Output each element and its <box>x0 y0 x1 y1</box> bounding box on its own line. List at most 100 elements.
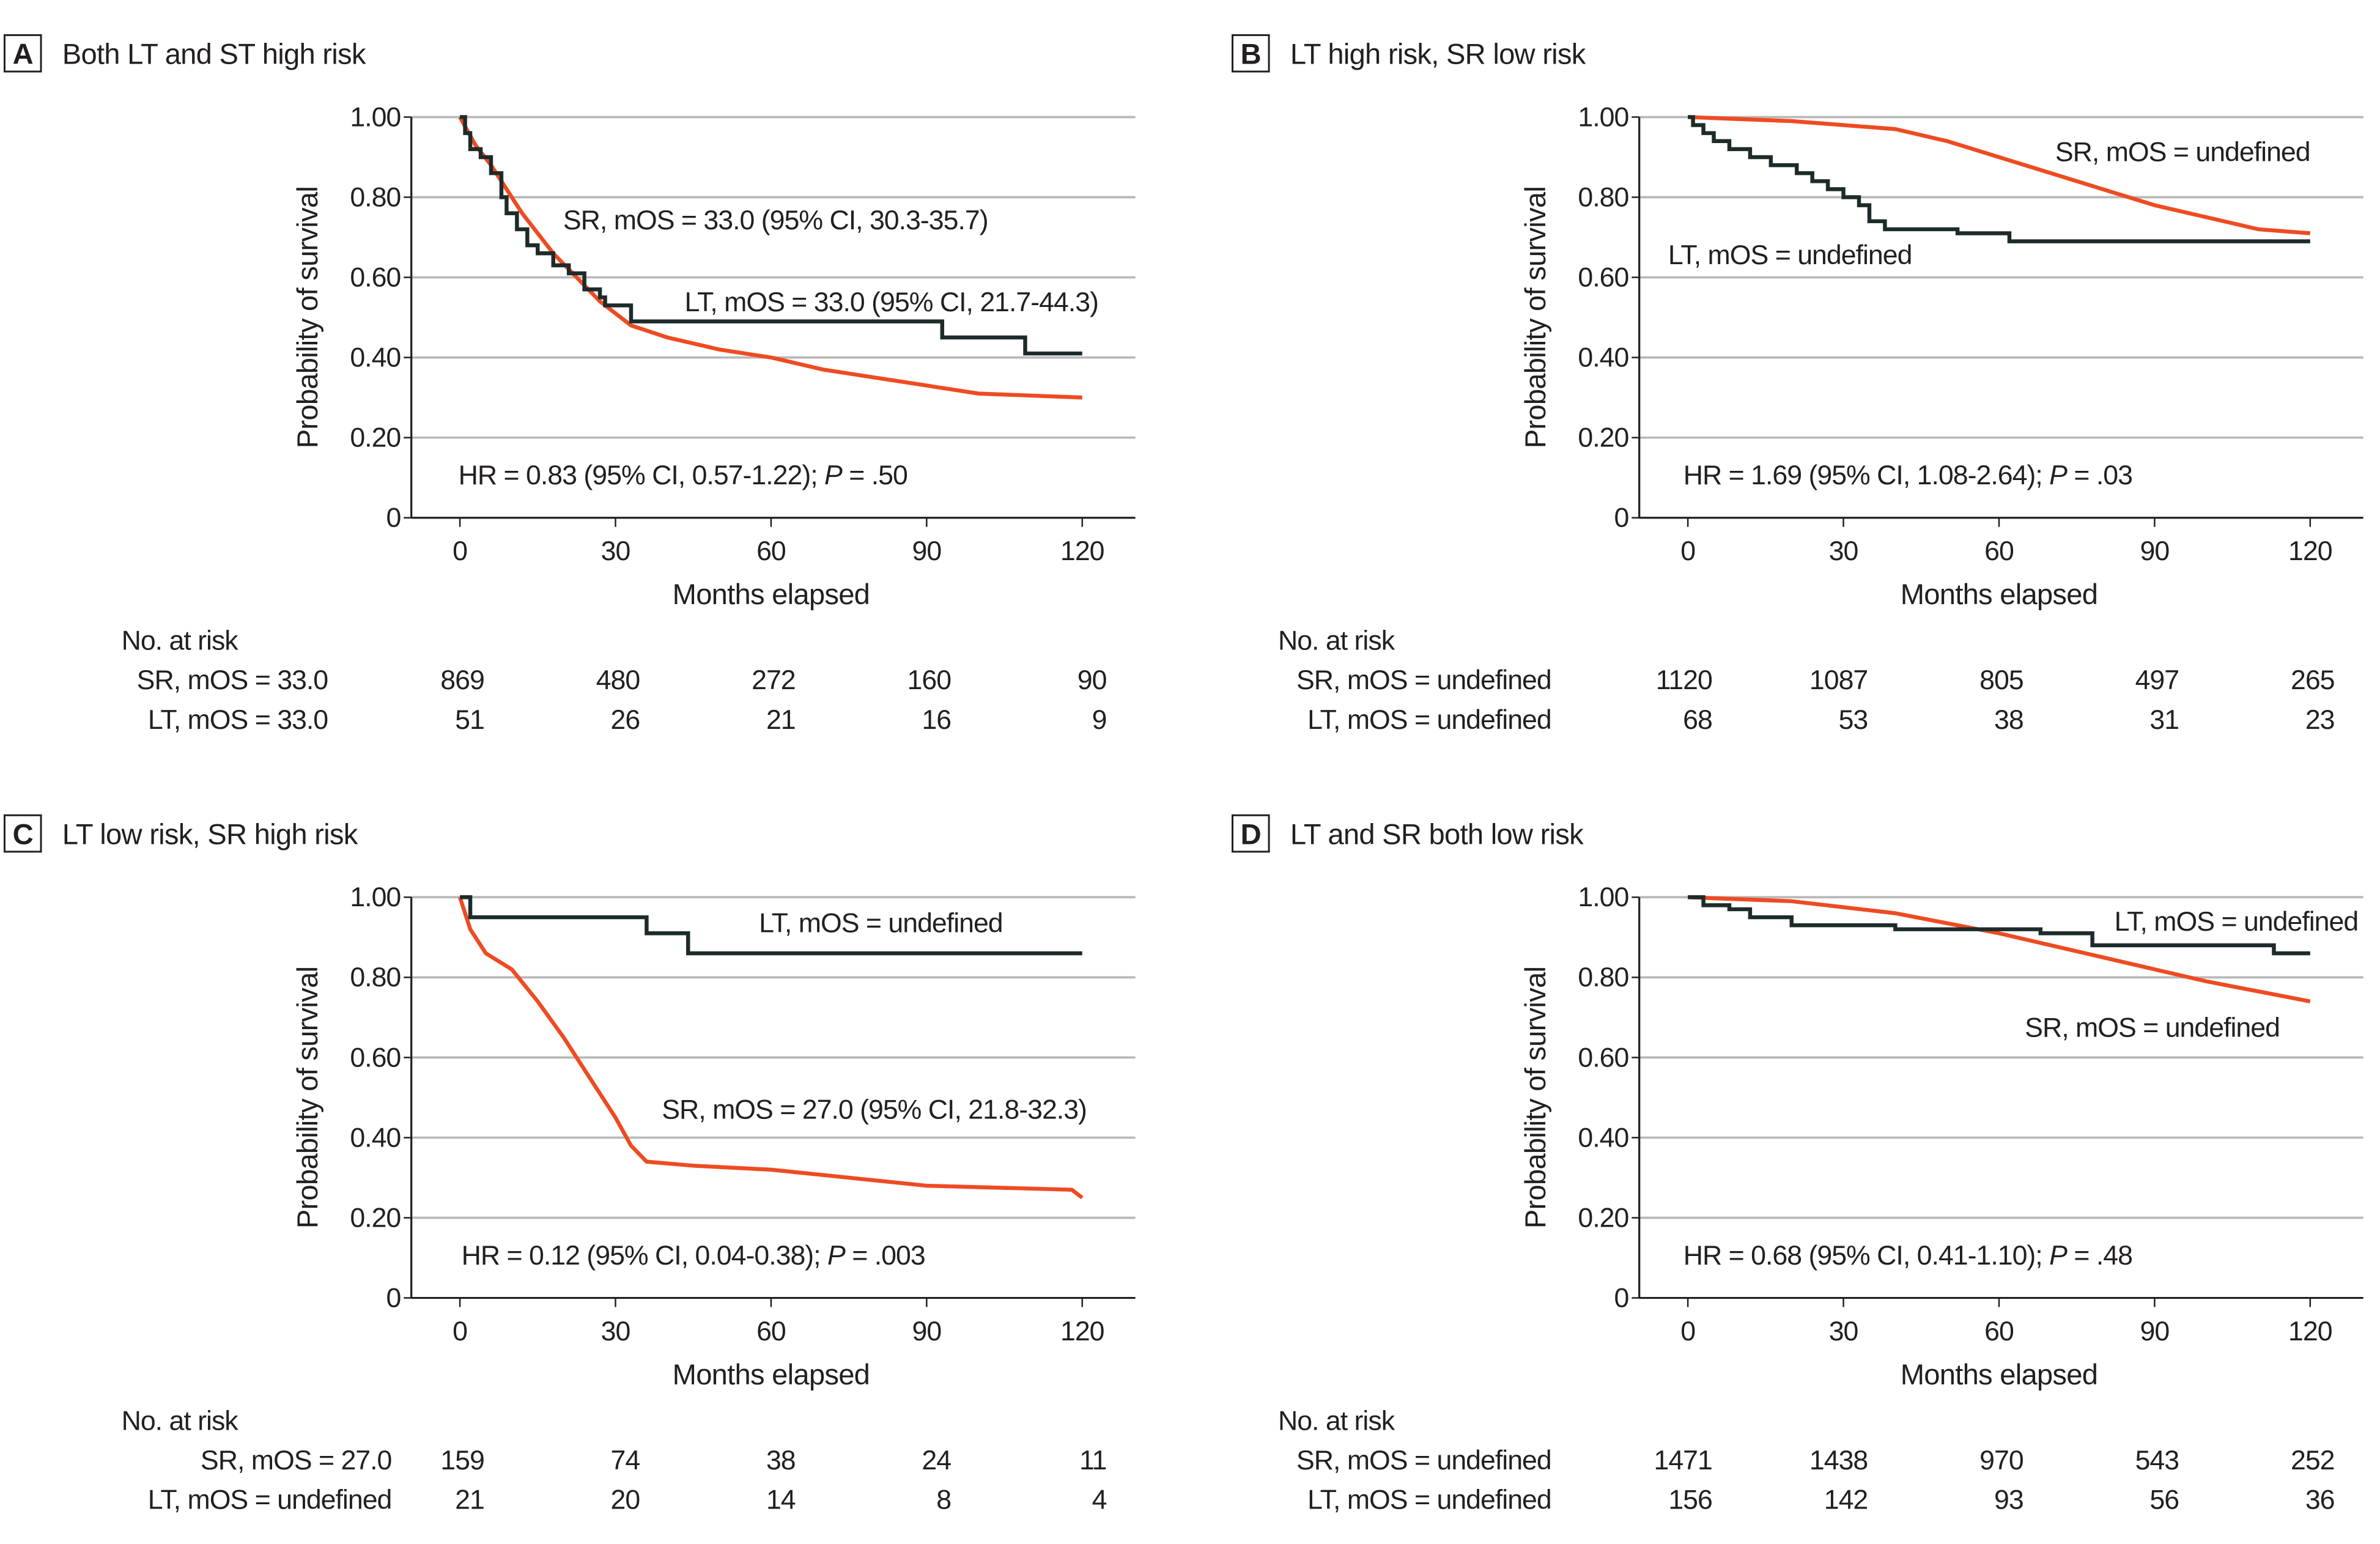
p-label: P <box>2049 460 2068 490</box>
risk-count: 805 <box>1979 665 2023 695</box>
x-tick-label: 60 <box>756 536 786 566</box>
panel-label-box <box>3 814 42 853</box>
risk-count: 24 <box>922 1446 951 1476</box>
risk-row-label: SR, mOS = undefined <box>1296 1446 1551 1476</box>
risk-count: 21 <box>455 1485 484 1515</box>
lt-annotation: LT, mOS = undefined <box>759 908 1003 938</box>
x-tick-label: 30 <box>601 536 630 566</box>
x-tick-label: 30 <box>1829 536 1858 566</box>
y-tick-label: 0.60 <box>350 1043 401 1073</box>
y-tick-label: 0 <box>1614 1283 1628 1313</box>
hazard-ratio-annotation: HR = 0.12 (95% CI, 0.04-0.38); P = .003 <box>462 1241 925 1271</box>
risk-count: 36 <box>2305 1485 2335 1515</box>
risk-row-label: LT, mOS = undefined <box>148 1485 392 1515</box>
risk-count: 16 <box>922 705 951 735</box>
y-tick-label: 0.80 <box>350 182 401 212</box>
y-tick-label: 1.00 <box>1578 102 1628 132</box>
x-axis-label: Months elapsed <box>1901 1358 2098 1391</box>
risk-count: 272 <box>752 665 796 695</box>
sr-annotation: SR, mOS = 33.0 (95% CI, 30.3-35.7) <box>563 205 988 235</box>
x-axis-label: Months elapsed <box>1901 578 2098 610</box>
risk-count: 497 <box>2135 665 2179 695</box>
km-curve-lt <box>1688 115 2310 243</box>
risk-count: 20 <box>611 1485 640 1515</box>
hazard-ratio-annotation: HR = 0.68 (95% CI, 0.41-1.10); P = .48 <box>1683 1241 2132 1271</box>
risk-count: 1087 <box>1809 665 1868 695</box>
risk-count: 9 <box>1092 705 1107 735</box>
y-tick-label: 0.60 <box>1578 1043 1628 1073</box>
risk-count: 74 <box>611 1446 640 1476</box>
lt-annotation: LT, mOS = 33.0 (95% CI, 21.7-44.3) <box>684 287 1098 317</box>
risk-count: 26 <box>611 705 640 735</box>
panel-title: LT and SR both low risk <box>1290 818 1584 850</box>
panel-letter: D <box>1241 818 1261 850</box>
x-tick-label: 120 <box>1060 536 1104 566</box>
y-axis-label: Probability of survival <box>1519 187 1551 448</box>
risk-count: 1438 <box>1809 1446 1868 1476</box>
x-tick-label: 90 <box>912 1317 942 1346</box>
y-tick-label: 0 <box>386 503 401 533</box>
x-tick-label: 60 <box>1984 536 2014 566</box>
x-tick-label: 0 <box>1680 536 1695 566</box>
risk-count: 480 <box>596 665 640 695</box>
panel-a: A Both LT and ST high risk 0 0.20 0.40 0.60 0.… <box>3 34 1136 735</box>
sr-annotation: SR, mOS = 27.0 (95% CI, 21.8-32.3) <box>662 1095 1087 1125</box>
x-axis-label: Months elapsed <box>673 1358 870 1391</box>
y-tick-label: 0.80 <box>350 962 401 992</box>
risk-count: 56 <box>2149 1485 2179 1515</box>
sr-annotation: SR, mOS = undefined <box>2025 1013 2280 1043</box>
x-tick-label: 120 <box>1060 1317 1104 1346</box>
panel-letter: B <box>1241 38 1261 70</box>
km-curve-sr <box>1688 895 2311 1003</box>
risk-count: 51 <box>455 705 484 735</box>
panel-title: LT high risk, SR low risk <box>1290 38 1586 70</box>
y-tick-label: 0.80 <box>1578 182 1628 212</box>
y-axis-label: Probability of survival <box>291 967 323 1228</box>
y-tick-label: 0 <box>386 1283 401 1313</box>
risk-count: 68 <box>1683 705 1712 735</box>
hazard-ratio-annotation: HR = 0.83 (95% CI, 0.57-1.22); P = .50 <box>459 460 907 490</box>
risk-count: 1120 <box>1656 665 1712 695</box>
hr-text: HR = 0.68 (95% CI, 0.41-1.10); <box>1683 1241 2049 1271</box>
y-axis-label: Probability of survival <box>291 187 323 448</box>
y-tick-label: 0.20 <box>350 1203 401 1233</box>
risk-count: 90 <box>1077 665 1107 695</box>
risk-count: 93 <box>1994 1485 2023 1515</box>
x-tick-label: 60 <box>756 1317 786 1346</box>
y-tick-label: 0 <box>1614 503 1628 533</box>
x-tick-label: 0 <box>453 1317 467 1346</box>
risk-count: 156 <box>1668 1485 1712 1515</box>
risk-count: 8 <box>936 1485 951 1515</box>
p-value: = .50 <box>842 460 907 490</box>
x-tick-label: 120 <box>2288 536 2332 566</box>
y-axis-label: Probability of survival <box>1519 967 1551 1228</box>
p-label: P <box>2049 1241 2068 1271</box>
risk-row-label: SR, mOS = 27.0 <box>201 1446 392 1476</box>
risk-count: 869 <box>440 665 484 695</box>
risk-count: 159 <box>440 1446 484 1476</box>
x-axis-label: Months elapsed <box>673 578 870 610</box>
risk-count: 265 <box>2291 665 2335 695</box>
panel-d: D LT and SR both low risk 0 0.20 0.40 0.60 0.8… <box>1232 814 2363 1515</box>
panel-letter: A <box>13 38 33 70</box>
p-value: = .003 <box>845 1241 925 1271</box>
y-tick-label: 1.00 <box>1578 882 1628 912</box>
y-tick-label: 0.60 <box>1578 262 1628 292</box>
risk-count: 160 <box>907 665 952 695</box>
y-tick-label: 0.40 <box>1578 1123 1628 1153</box>
risk-count: 38 <box>766 1446 796 1476</box>
risk-count: 31 <box>2149 705 2179 735</box>
x-tick-label: 90 <box>912 536 942 566</box>
x-tick-label: 0 <box>453 536 467 566</box>
x-tick-label: 30 <box>601 1317 630 1346</box>
y-tick-label: 0.40 <box>1578 343 1628 373</box>
hr-text: HR = 0.12 (95% CI, 0.04-0.38); <box>462 1241 827 1271</box>
panel-b: B LT high risk, SR low risk 0 0.20 0.40 0.60 0… <box>1232 34 2363 735</box>
risk-table-header: No. at risk <box>122 626 239 656</box>
risk-row-label: LT, mOS = undefined <box>1307 705 1551 735</box>
panel-label-box <box>1232 814 1270 853</box>
y-tick-label: 0.40 <box>350 1123 401 1153</box>
p-label: P <box>827 1241 846 1271</box>
risk-count: 21 <box>766 705 796 735</box>
